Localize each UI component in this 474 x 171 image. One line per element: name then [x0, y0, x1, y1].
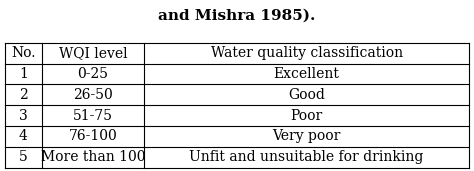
Text: 0-25: 0-25 [77, 67, 109, 81]
Text: 2: 2 [19, 88, 27, 102]
Text: Good: Good [288, 88, 325, 102]
Text: 26-50: 26-50 [73, 88, 113, 102]
Text: Excellent: Excellent [274, 67, 339, 81]
Text: Very poor: Very poor [273, 129, 341, 143]
Text: Poor: Poor [291, 109, 323, 123]
Text: 4: 4 [19, 129, 28, 143]
Text: Water quality classification: Water quality classification [210, 46, 403, 60]
Text: More than 100: More than 100 [41, 150, 145, 164]
Text: WQI level: WQI level [59, 46, 128, 60]
Text: 76-100: 76-100 [69, 129, 118, 143]
Text: 5: 5 [19, 150, 27, 164]
Text: 51-75: 51-75 [73, 109, 113, 123]
Text: and Mishra 1985).: and Mishra 1985). [158, 9, 316, 23]
Text: 3: 3 [19, 109, 27, 123]
Text: 1: 1 [19, 67, 28, 81]
Text: Unfit and unsuitable for drinking: Unfit and unsuitable for drinking [190, 150, 424, 164]
Text: No.: No. [11, 46, 36, 60]
